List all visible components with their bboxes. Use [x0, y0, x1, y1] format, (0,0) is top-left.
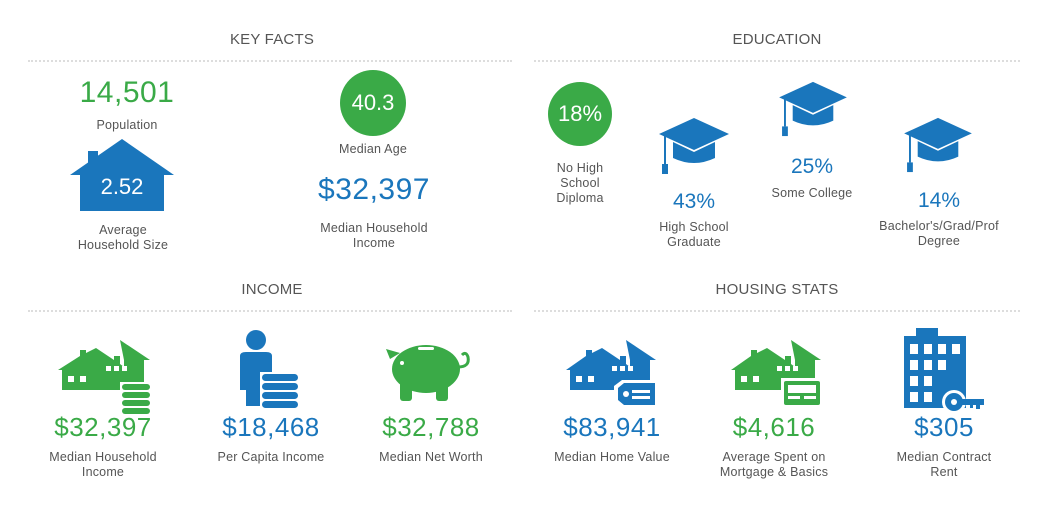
housing-divider	[534, 310, 1020, 312]
mortgage-label-1: Average Spent on	[722, 450, 826, 464]
housing-title: HOUSING STATS	[715, 281, 839, 298]
rent-label-1: Median Contract	[896, 450, 992, 464]
graduation-cap-icon	[779, 81, 847, 137]
house-icon	[70, 139, 174, 211]
mortgage-label-2: Mortgage & Basics	[719, 465, 829, 479]
net-worth-value: $32,788	[382, 412, 480, 442]
key-facts-title: KEY FACTS	[229, 31, 315, 48]
no-diploma-label-3: Diploma	[556, 191, 604, 205]
median-income-label-1: Median Household	[320, 221, 428, 235]
person-coins-icon	[240, 330, 300, 410]
median-age-value: 40.3	[351, 90, 395, 115]
no-diploma-label-2: School	[560, 176, 600, 190]
bachelors-label-2: Degree	[917, 234, 961, 248]
some-college-label: Some College	[771, 186, 853, 200]
per-capita-value: $18,468	[222, 412, 320, 442]
house-card-icon	[731, 340, 823, 408]
education-title: EDUCATION	[732, 31, 822, 48]
piggy-bank-icon	[386, 345, 470, 401]
median-income-value: $32,397	[318, 173, 430, 206]
rent-value: $305	[914, 412, 974, 442]
education-divider	[534, 60, 1020, 62]
population-value: 14,501	[79, 76, 175, 109]
hs-graduate-value: 43%	[672, 190, 716, 213]
population-label: Population	[96, 118, 158, 132]
some-college-value: 25%	[790, 155, 834, 178]
median-age-label: Median Age	[338, 142, 408, 156]
rent-label-2: Rent	[930, 465, 958, 479]
bachelors-label-1: Bachelor's/Grad/Prof	[879, 219, 999, 233]
per-capita-label: Per Capita Income	[217, 450, 325, 464]
income-median-household-value: $32,397	[54, 412, 152, 442]
household-size-label-1: Average	[99, 223, 147, 237]
no-diploma-label-1: No High	[556, 161, 604, 175]
graduation-cap-icon	[904, 117, 972, 173]
income-title: INCOME	[241, 281, 303, 298]
net-worth-label: Median Net Worth	[379, 450, 483, 464]
household-size-label-2: Household Size	[77, 238, 169, 252]
building-key-icon	[904, 328, 984, 414]
no-diploma-circle: 18%	[548, 82, 612, 146]
income-median-household-label-2: Income	[81, 465, 125, 479]
house-tag-icon	[566, 340, 658, 408]
mortgage-value: $4,616	[732, 412, 816, 442]
no-diploma-value: 18%	[557, 101, 603, 126]
hs-graduate-label-1: High School	[659, 220, 729, 234]
household-size-value: 2.52	[100, 174, 144, 199]
graduation-cap-icon	[659, 118, 729, 174]
income-divider	[28, 310, 512, 312]
home-value-value: $83,941	[563, 412, 661, 442]
bachelors-value: 14%	[917, 189, 961, 212]
home-value-label: Median Home Value	[554, 450, 670, 464]
house-coins-icon	[58, 340, 152, 414]
median-income-label-2: Income	[352, 236, 396, 250]
hs-graduate-label-2: Graduate	[667, 235, 721, 249]
income-median-household-label-1: Median Household	[49, 450, 157, 464]
median-age-circle: 40.3	[340, 70, 406, 136]
key-facts-divider	[28, 60, 512, 62]
